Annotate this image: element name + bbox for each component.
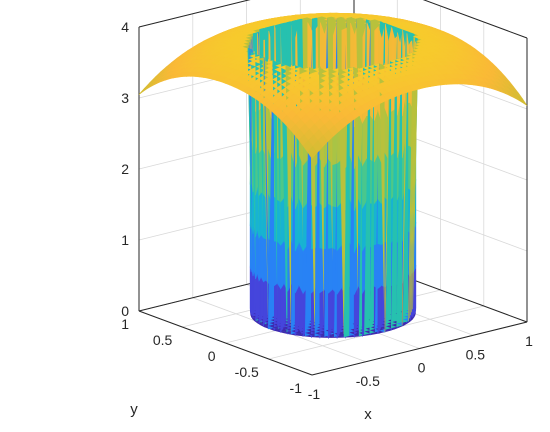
y-tick-label-0: -1 bbox=[290, 380, 303, 396]
z-tick-label-0: 0 bbox=[121, 303, 129, 319]
surface-patch-486 bbox=[258, 149, 262, 197]
y-tick-labels: -1 -0.5 0 0.5 1 bbox=[121, 316, 302, 396]
surface-patch-1717 bbox=[377, 243, 382, 290]
z-tick-label-4: 4 bbox=[121, 19, 129, 35]
axes-box-edge-7 bbox=[138, 0, 251, 28]
axes-box-edge-8 bbox=[422, 0, 528, 39]
x-tick-label-1: -0.5 bbox=[356, 373, 380, 389]
surface-patch-1582 bbox=[362, 114, 367, 167]
x-tick-label-4: 1 bbox=[525, 333, 533, 349]
surface-patch-1238 bbox=[328, 247, 334, 294]
surface-patch-681 bbox=[277, 282, 282, 333]
surface-patch-871 bbox=[294, 285, 300, 337]
surface-patch-969 bbox=[302, 159, 308, 209]
surface-patch-724 bbox=[280, 282, 285, 334]
y-tick-label-1: -0.5 bbox=[235, 364, 259, 380]
surface-patch-495 bbox=[260, 276, 264, 326]
surface-patch-484 bbox=[258, 233, 262, 282]
z-tick-label-1: 1 bbox=[121, 232, 129, 248]
surface-patch-1716 bbox=[377, 284, 382, 334]
surface-patch-535 bbox=[263, 237, 267, 283]
axes-box-edge-0 bbox=[311, 321, 528, 376]
z-tick-label-3: 3 bbox=[121, 90, 129, 106]
surface-patch-496 bbox=[260, 233, 264, 282]
surface-patch-483 bbox=[258, 275, 262, 324]
surface-patch-1237 bbox=[328, 288, 334, 339]
z-tick-labels: 0 1 2 3 4 bbox=[121, 19, 129, 319]
z-tick-label-2: 2 bbox=[121, 161, 129, 177]
surface-patch-536 bbox=[263, 192, 267, 240]
surface-patch-534 bbox=[263, 279, 267, 328]
surface-patch-1332 bbox=[336, 201, 342, 252]
y-tick-label-4: 1 bbox=[121, 316, 129, 332]
surface-patch-639 bbox=[273, 282, 278, 332]
surface-patch-682 bbox=[277, 240, 282, 290]
x-tick-label-2: 0 bbox=[418, 360, 426, 376]
x-tick-label-3: 0.5 bbox=[466, 346, 486, 362]
y-tick-label-2: 0 bbox=[208, 348, 216, 364]
y-axis-label: y bbox=[130, 401, 138, 418]
surface-patch-726 bbox=[280, 196, 285, 247]
x-tick-labels: -1 -0.5 0 0.5 1 bbox=[308, 333, 533, 402]
surface-patch-2319 bbox=[517, 95, 528, 106]
surface-patch-1581 bbox=[362, 157, 367, 210]
surface-patch-485 bbox=[258, 191, 262, 240]
axes-box-edge-1 bbox=[138, 310, 313, 376]
surface-patch-725 bbox=[280, 239, 285, 290]
surface-patch-1718 bbox=[377, 198, 382, 245]
surface-patch-1330 bbox=[336, 286, 342, 339]
y-tick-label-3: 0.5 bbox=[153, 332, 173, 348]
x-axis-label: x bbox=[364, 406, 372, 423]
surface-mesh bbox=[138, 12, 528, 339]
x-tick-label-0: -1 bbox=[308, 386, 321, 402]
surface-patch-1128 bbox=[319, 289, 325, 339]
surface-patch-1331 bbox=[336, 244, 342, 296]
